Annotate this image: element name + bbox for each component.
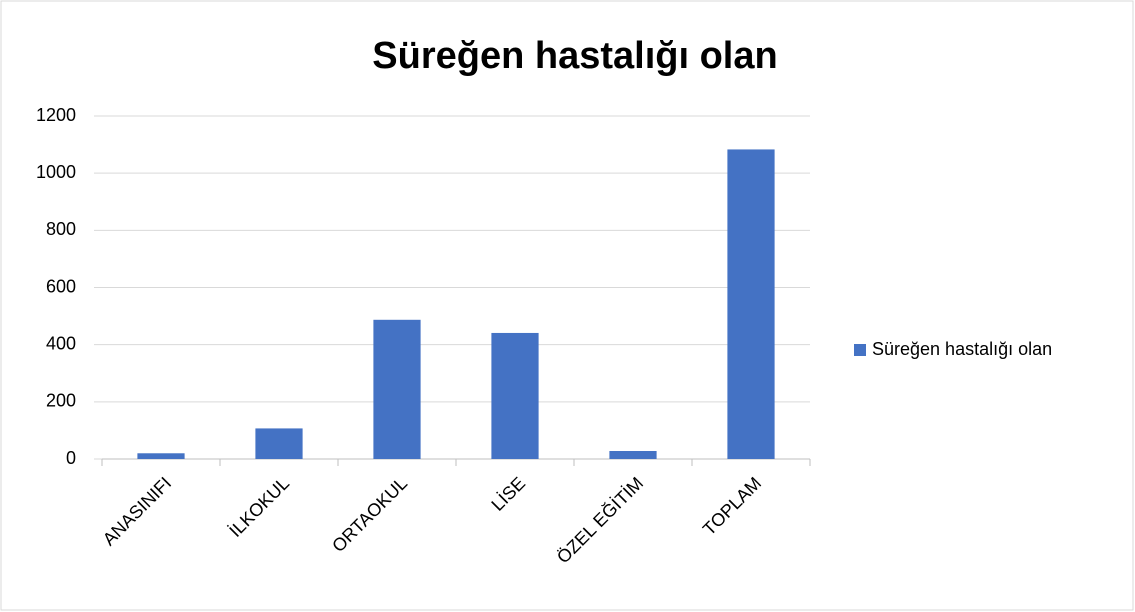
y-tick-label: 200: [46, 391, 76, 411]
y-tick-label: 1200: [36, 105, 76, 125]
y-tick-label: 1000: [36, 162, 76, 182]
legend-label: Süreğen hastalığı olan: [872, 339, 1052, 359]
bar: [373, 319, 421, 459]
bar: [137, 453, 185, 459]
bar: [727, 149, 775, 459]
y-tick-label: 600: [46, 276, 76, 296]
bar: [491, 332, 539, 459]
y-tick-label: 800: [46, 219, 76, 239]
bar: [609, 450, 657, 459]
chart-title: Süreğen hastalığı olan: [372, 35, 777, 77]
y-tick-label: 0: [66, 448, 76, 468]
legend-swatch: [854, 344, 866, 356]
y-tick-label: 400: [46, 333, 76, 353]
bar: [255, 428, 303, 459]
